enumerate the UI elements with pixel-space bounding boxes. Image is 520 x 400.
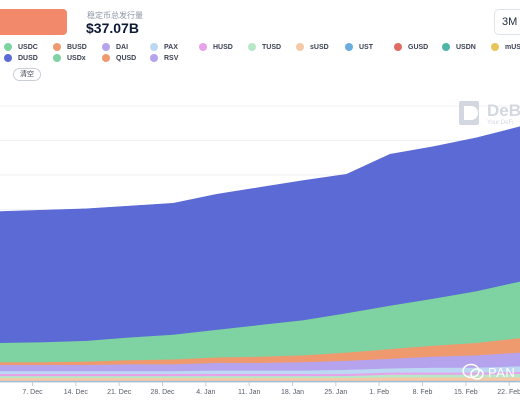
x-tick-label: 22. Feb <box>497 389 520 396</box>
legend-label: DUSD <box>18 54 38 62</box>
legend-item-usdx[interactable]: USDx <box>53 52 86 64</box>
range-3m-button[interactable]: 3M <box>494 9 520 35</box>
legend-label: UST <box>359 43 373 51</box>
legend-label: TUSD <box>262 43 282 51</box>
legend-swatch <box>53 54 61 62</box>
x-tick-label: 18. Jan <box>281 389 304 396</box>
legend-label: sUSD <box>310 43 329 51</box>
legend-swatch <box>296 43 304 51</box>
clear-button[interactable]: 清空 <box>13 68 41 81</box>
x-tick-label: 15. Feb <box>454 389 478 396</box>
x-tick-label: 1. Feb <box>369 389 389 396</box>
legend-label: USDN <box>456 43 476 51</box>
legend-label: QUSD <box>116 54 137 62</box>
x-tick-label: 21. Dec <box>107 389 132 396</box>
x-tick-label: 25. Jan <box>324 389 347 396</box>
area-series <box>0 126 520 383</box>
x-tick-label: 14. Dec <box>64 389 89 396</box>
legend-item-usdn[interactable]: USDN <box>442 41 476 53</box>
watermark-title: DeBa <box>487 101 520 120</box>
x-tick-label: 11. Jan <box>238 389 261 396</box>
total-supply-value: $37.07B <box>86 20 139 36</box>
legend-swatch <box>150 54 158 62</box>
legend-item-qusd[interactable]: QUSD <box>102 52 136 64</box>
legend-item-dai[interactable]: DAI <box>102 41 128 53</box>
chart-legend: USDC BUSD DAI PAX HUSD TUSD sUSD UST GUSD USDN mUS… <box>0 40 520 66</box>
legend-swatch <box>4 43 12 51</box>
legend-label: DAI <box>116 43 129 51</box>
legend-swatch <box>4 54 12 62</box>
x-tick-label: 8. Feb <box>413 389 433 396</box>
legend-swatch <box>199 43 207 51</box>
legend-label: RSV <box>164 54 179 62</box>
legend-item-husd[interactable]: HUSD <box>199 41 233 53</box>
legend-swatch <box>102 43 110 51</box>
legend-swatch <box>394 43 402 51</box>
total-supply-label: 稳定币总发行量 <box>87 11 143 20</box>
legend-swatch <box>491 43 499 51</box>
x-axis: 7. Dec 14. Dec 21. Dec 28. Dec 4. Jan 11. Jan… <box>0 381 520 396</box>
legend-item-susd[interactable]: sUSD <box>296 41 329 53</box>
legend-item-ust[interactable]: UST <box>345 41 373 53</box>
pan-brand-text: PAN <box>488 364 516 380</box>
legend-swatch <box>53 43 61 51</box>
chat-bubble-icon <box>462 363 484 380</box>
debank-logo-icon <box>459 101 479 125</box>
x-tick-label: 7. Dec <box>22 389 43 396</box>
legend-label: USDx <box>67 54 86 62</box>
legend-item-rsv[interactable]: RSV <box>150 52 178 64</box>
x-tick-label: 28. Dec <box>150 389 175 396</box>
area-dusd <box>0 126 520 343</box>
legend-item-usdc[interactable]: USDC <box>4 41 38 53</box>
stablecoin-selector[interactable] <box>0 9 67 35</box>
legend-label: GUSD <box>408 43 429 51</box>
legend-item-dusd[interactable]: DUSD <box>4 52 38 64</box>
legend-swatch <box>442 43 450 51</box>
legend-item-gusd[interactable]: GUSD <box>394 41 428 53</box>
legend-label: USDC <box>18 43 38 51</box>
x-tick-label: 4. Jan <box>196 389 215 396</box>
legend-swatch <box>102 54 110 62</box>
legend-swatch <box>150 43 158 51</box>
legend-swatch <box>345 43 353 51</box>
legend-label: PAX <box>164 43 178 51</box>
legend-swatch <box>248 43 256 51</box>
legend-item-busd[interactable]: BUSD <box>53 41 87 53</box>
pan-watermark: PAN <box>462 363 515 381</box>
legend-item-tusd[interactable]: TUSD <box>248 41 281 53</box>
legend-label: BUSD <box>67 43 87 51</box>
legend-label: HUSD <box>213 43 233 51</box>
legend-item-pax[interactable]: PAX <box>150 41 178 53</box>
watermark-subtitle: Your DeFi <box>487 120 514 126</box>
